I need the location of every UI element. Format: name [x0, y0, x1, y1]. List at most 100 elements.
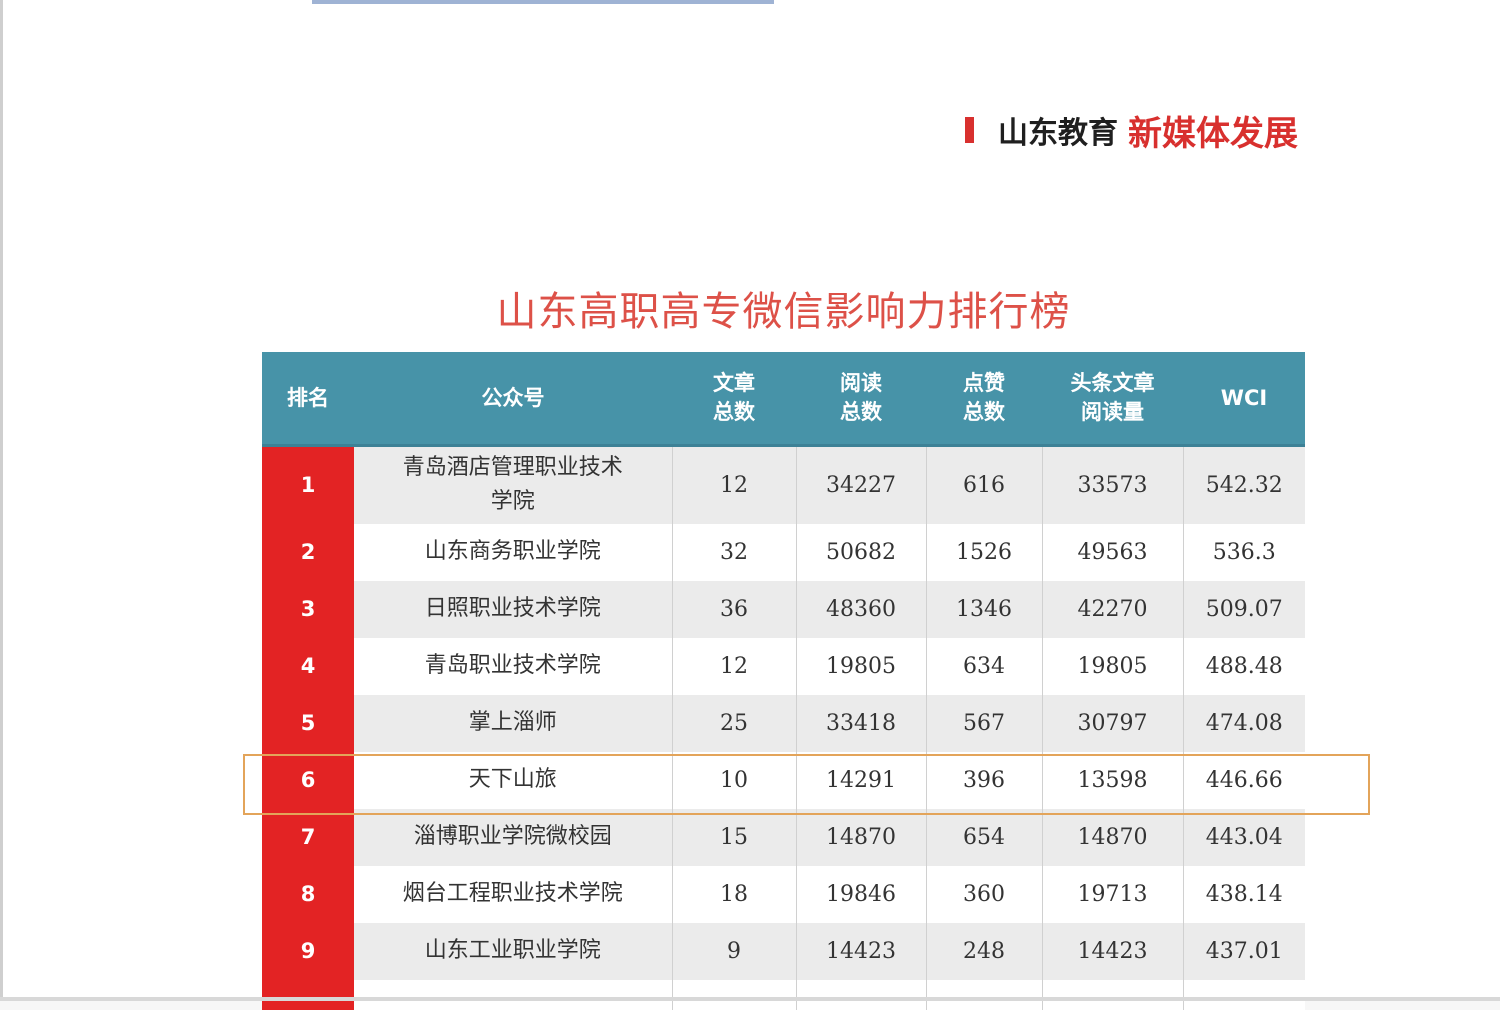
table-row: 1 青岛酒店管理职业技术 学院 12 34227 616 33573 542.3… [262, 445, 1305, 524]
headline-reads-cell: 42270 [1042, 580, 1184, 638]
brand-text-dark: 山东教育 [998, 116, 1118, 151]
table-row-clipped [262, 979, 1305, 1010]
rank-cell [262, 979, 354, 1010]
header-rank: 排名 [262, 352, 354, 447]
table-row: 5 掌上淄师 25 33418 567 30797 474.08 [262, 694, 1305, 752]
likes-cell: 1526 [926, 523, 1043, 581]
header-likes-line1: 点赞 [963, 371, 1005, 395]
table-row: 4 青岛职业技术学院 12 19805 634 19805 488.48 [262, 637, 1305, 695]
articles-cell: 18 [672, 865, 797, 923]
headline-reads-cell: 33573 [1042, 445, 1184, 524]
likes-cell: 1346 [926, 580, 1043, 638]
header-account: 公众号 [354, 352, 672, 447]
likes-cell: 654 [926, 808, 1043, 866]
rank-cell: 9 [262, 922, 354, 980]
articles-cell: 12 [672, 445, 797, 524]
wci-cell: 509.07 [1183, 580, 1305, 638]
articles-cell: 25 [672, 694, 797, 752]
account-name: 日照职业技术学院 [354, 580, 673, 638]
reads-cell: 50682 [796, 523, 927, 581]
wci-cell: 474.08 [1183, 694, 1305, 752]
wci-cell: 488.48 [1183, 637, 1305, 695]
account-name: 淄博职业学院微校园 [354, 808, 673, 866]
headline-reads-cell: 14870 [1042, 808, 1184, 866]
account-name: 山东工业职业学院 [354, 922, 673, 980]
header-articles-line2: 总数 [713, 400, 755, 424]
likes-cell: 396 [926, 751, 1043, 809]
table-row-highlighted: 6 天下山旅 10 14291 396 13598 446.66 [262, 751, 1305, 809]
headline-reads-cell: 14423 [1042, 922, 1184, 980]
header-headline-line1: 头条文章 [1070, 371, 1155, 395]
rank-cell: 1 [262, 445, 354, 524]
wci-cell [1183, 979, 1305, 1010]
header-headline-line2: 阅读量 [1081, 400, 1144, 424]
account-name: 烟台工程职业技术学院 [354, 865, 673, 923]
articles-cell [672, 979, 797, 1010]
headline-reads-cell: 49563 [1042, 523, 1184, 581]
account-name [354, 979, 673, 1010]
wci-cell: 446.66 [1183, 751, 1305, 809]
likes-cell [926, 979, 1043, 1010]
headline-reads-cell: 19805 [1042, 637, 1184, 695]
headline-reads-cell [1042, 979, 1184, 1010]
header-wci: WCI [1183, 352, 1305, 447]
articles-cell: 12 [672, 637, 797, 695]
top-strip [312, 0, 774, 4]
reads-cell: 19805 [796, 637, 927, 695]
articles-cell: 10 [672, 751, 797, 809]
ranking-table: 排名 公众号 文章 总数 阅读 总数 点赞 总数 头条文章 阅读量 [262, 352, 1305, 1010]
account-name-line2: 学院 [490, 489, 535, 515]
headline-reads-cell: 19713 [1042, 865, 1184, 923]
table-row: 7 淄博职业学院微校园 15 14870 654 14870 443.04 [262, 808, 1305, 866]
table-row: 3 日照职业技术学院 36 48360 1346 42270 509.07 [262, 580, 1305, 638]
headline-reads-cell: 30797 [1042, 694, 1184, 752]
account-name-line1: 青岛酒店管理职业技术 [402, 455, 623, 481]
wci-cell: 443.04 [1183, 808, 1305, 866]
likes-cell: 567 [926, 694, 1043, 752]
likes-cell: 360 [926, 865, 1043, 923]
table-row: 9 山东工业职业学院 9 14423 248 14423 437.01 [262, 922, 1305, 980]
brand-logo: 山东教育 新媒体发展 [965, 110, 1298, 154]
bottom-edge [0, 997, 1500, 1001]
table-row: 8 烟台工程职业技术学院 18 19846 360 19713 438.14 [262, 865, 1305, 923]
rank-cell: 2 [262, 523, 354, 581]
header-likes-line2: 总数 [963, 400, 1005, 424]
articles-cell: 15 [672, 808, 797, 866]
wci-cell: 437.01 [1183, 922, 1305, 980]
reads-cell: 14423 [796, 922, 927, 980]
header-likes: 点赞 总数 [926, 352, 1042, 447]
likes-cell: 248 [926, 922, 1043, 980]
reads-cell: 14291 [796, 751, 927, 809]
header-reads-line1: 阅读 [840, 371, 882, 395]
headline-reads-cell: 13598 [1042, 751, 1184, 809]
rank-cell: 8 [262, 865, 354, 923]
rank-cell: 3 [262, 580, 354, 638]
table-title: 山东高职高专微信影响力排行榜 [496, 289, 1071, 335]
header-headline-reads: 头条文章 阅读量 [1042, 352, 1183, 447]
rank-cell: 6 [262, 751, 354, 809]
reads-cell: 19846 [796, 865, 927, 923]
reads-cell [796, 979, 927, 1010]
header-articles: 文章 总数 [672, 352, 796, 447]
articles-cell: 32 [672, 523, 797, 581]
reads-cell: 34227 [796, 445, 927, 524]
rank-cell: 5 [262, 694, 354, 752]
table-row: 2 山东商务职业学院 32 50682 1526 49563 536.3 [262, 523, 1305, 581]
account-name: 天下山旅 [354, 751, 673, 809]
account-name: 山东商务职业学院 [354, 523, 673, 581]
header-reads: 阅读 总数 [796, 352, 926, 447]
page-edge [0, 0, 3, 1001]
brand-mark-icon [965, 117, 974, 143]
header-articles-line1: 文章 [713, 371, 755, 395]
rank-cell: 4 [262, 637, 354, 695]
account-name: 掌上淄师 [354, 694, 673, 752]
header-reads-line2: 总数 [840, 400, 882, 424]
wci-cell: 536.3 [1183, 523, 1305, 581]
reads-cell: 14870 [796, 808, 927, 866]
rank-cell: 7 [262, 808, 354, 866]
brand-text-red: 新媒体发展 [1128, 113, 1298, 154]
reads-cell: 48360 [796, 580, 927, 638]
reads-cell: 33418 [796, 694, 927, 752]
header-row: 排名 公众号 文章 总数 阅读 总数 点赞 总数 头条文章 阅读量 [262, 352, 1305, 447]
wci-cell: 542.32 [1183, 445, 1305, 524]
